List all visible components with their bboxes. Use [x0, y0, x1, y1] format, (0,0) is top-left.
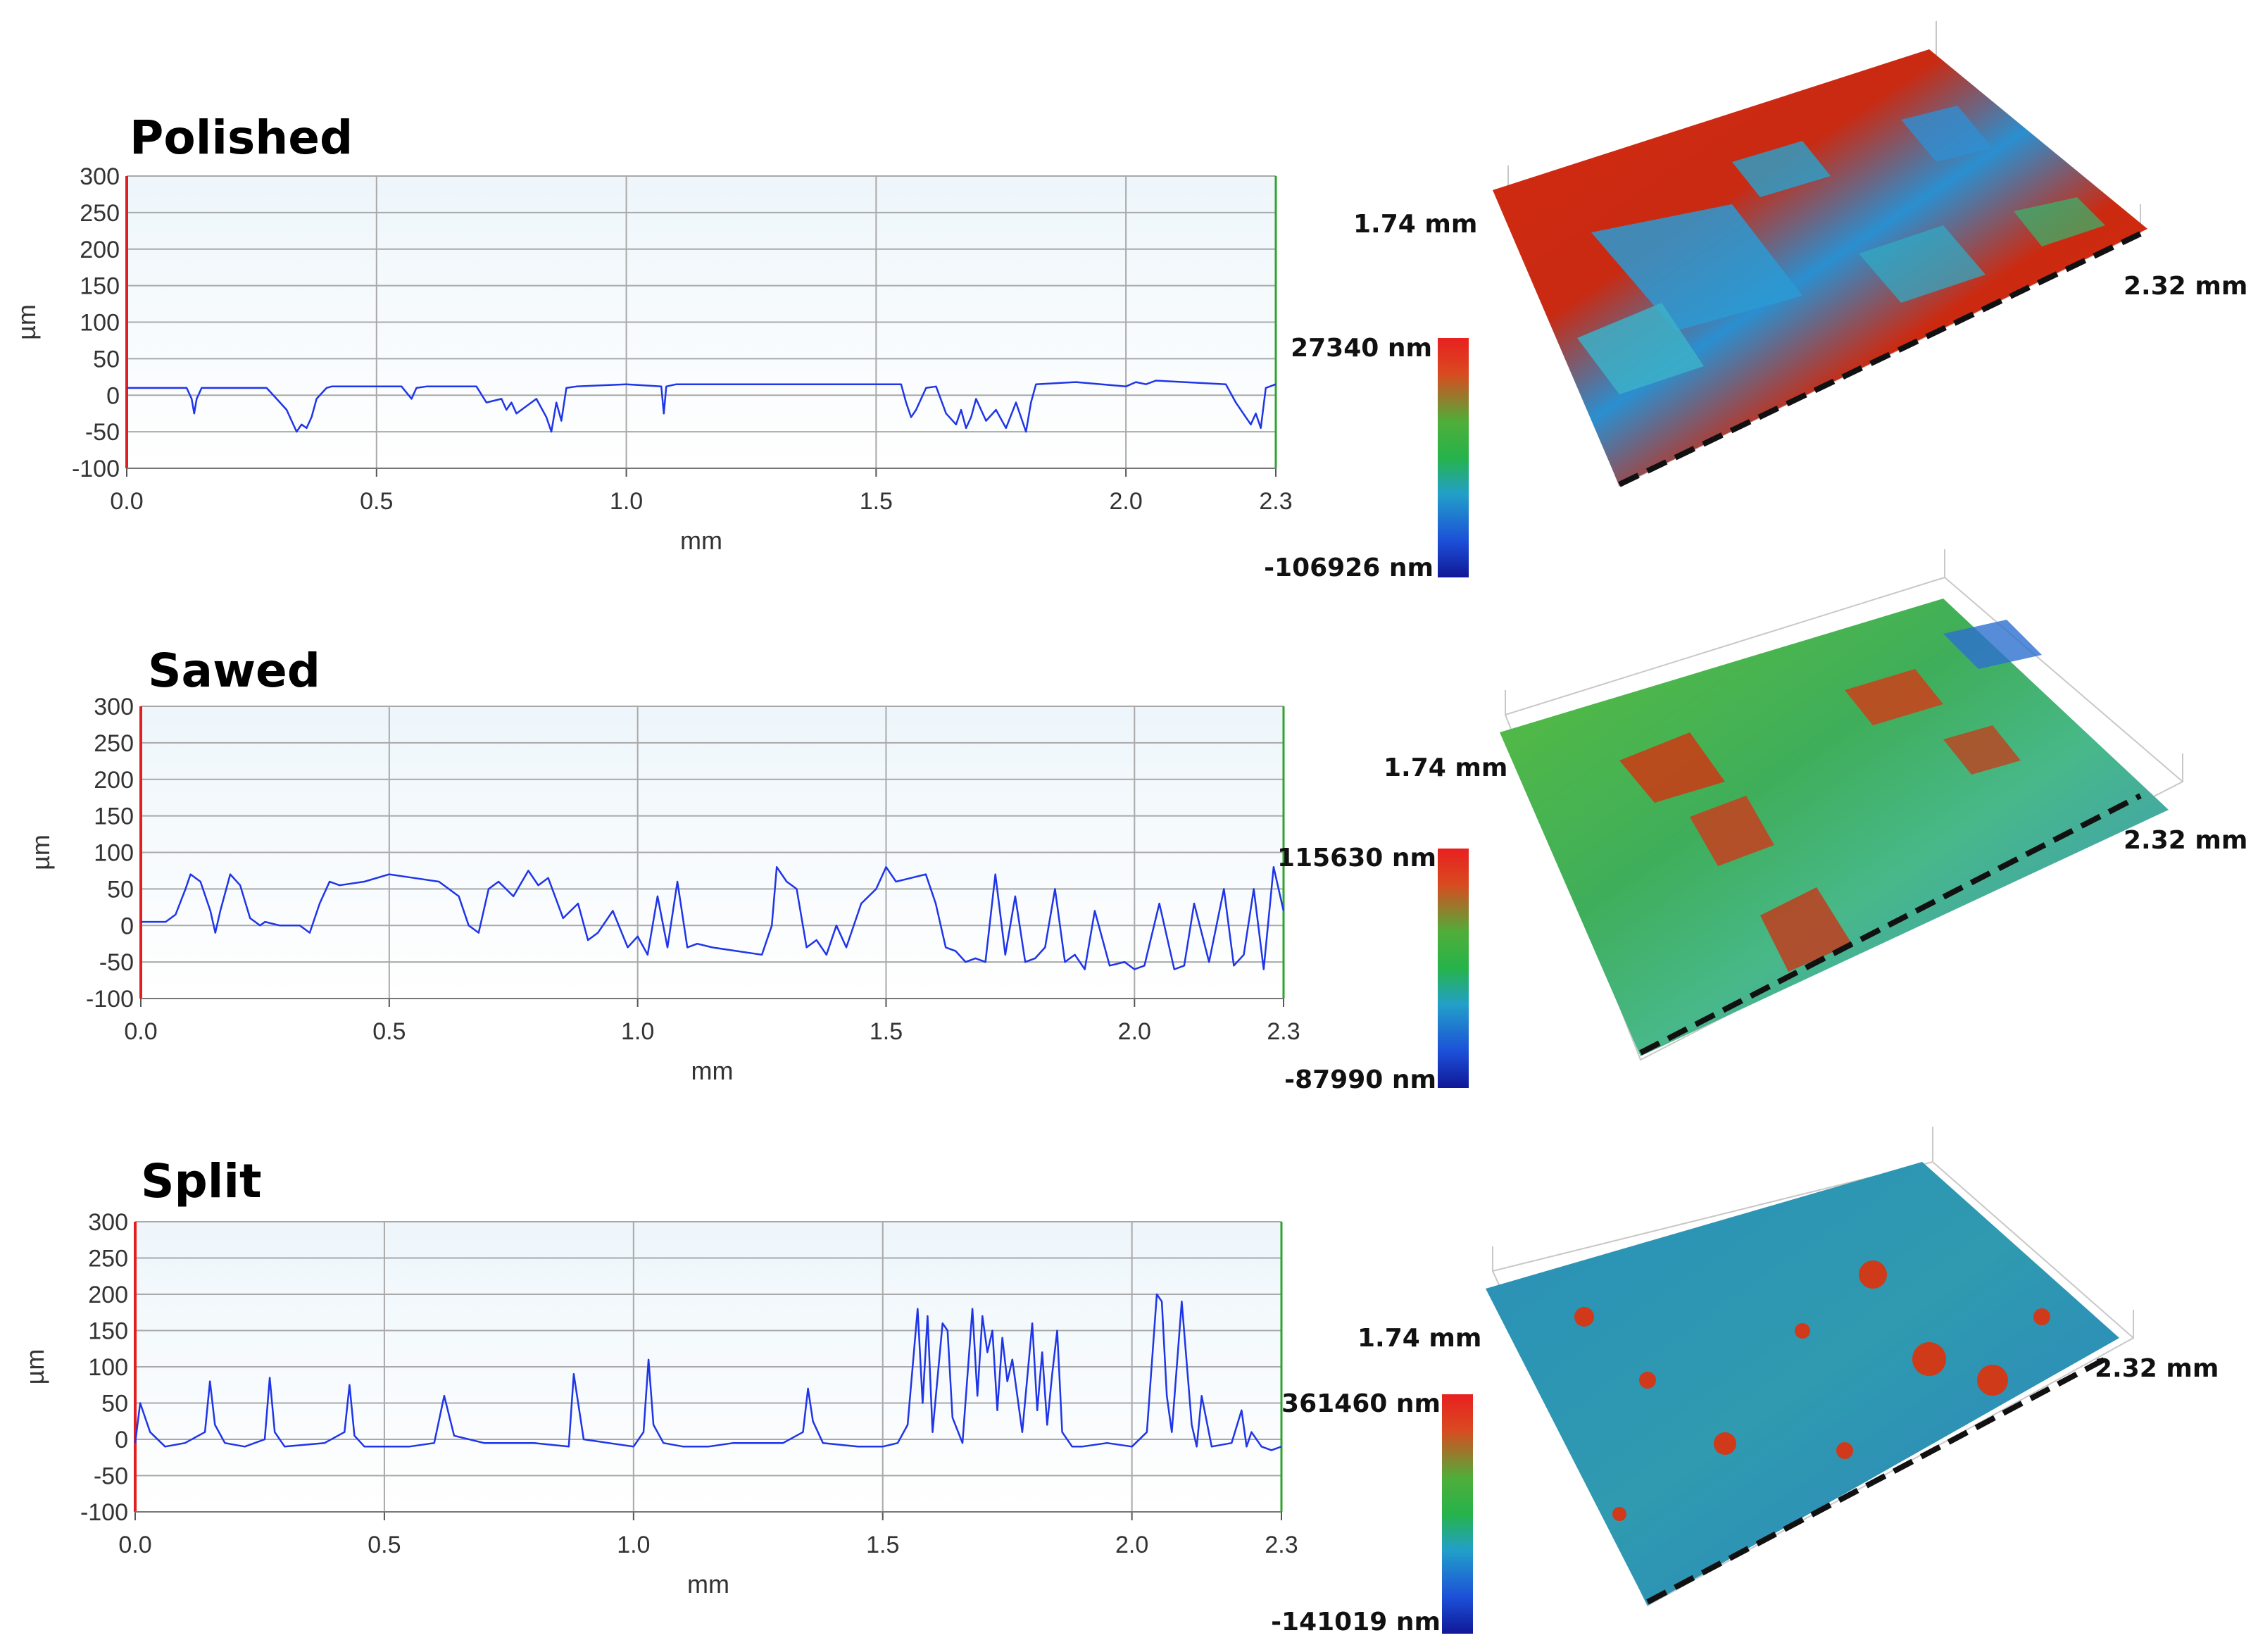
y-tick-label: 50: [101, 1391, 128, 1418]
x-tick-label: 0.0: [118, 1532, 151, 1558]
y-tick-label: 200: [88, 1282, 128, 1308]
y-tick-label: 300: [94, 694, 134, 720]
y-tick-label: -100: [72, 456, 120, 482]
y-tick-label: 100: [88, 1354, 128, 1381]
x-tick-label: 1.5: [860, 488, 893, 515]
y-tick-label: 150: [80, 273, 120, 300]
dim-y-label-sawed: 1.74 mm: [1384, 753, 1507, 782]
x-tick-label: 0.5: [360, 488, 393, 515]
y-tick-label: -100: [80, 1499, 128, 1526]
y-tick-label: -50: [99, 949, 134, 976]
surface-3d-sawed: 1.74 mm 2.32 mm: [1384, 549, 2247, 1061]
y-tick-label: 250: [94, 730, 134, 757]
x-tick-label: 2.3: [1267, 1018, 1300, 1045]
x-tick-label: 2.0: [1115, 1532, 1148, 1558]
profile-chart-split: 300 250 200 150 100 50 0 -50 -100 0.0 0.5 1.0 1.5 2.0…: [20, 1209, 1298, 1598]
y-tick-label: 0: [120, 913, 134, 939]
y-tick-label: 200: [94, 767, 134, 794]
y-tick-label: 50: [107, 876, 134, 903]
x-tick-label: 0.5: [368, 1532, 401, 1558]
x-axis-label: mm: [680, 526, 722, 555]
x-tick-label: 2.3: [1265, 1532, 1298, 1558]
colorbar-max-polished: 27340 nm: [1291, 334, 1432, 363]
profile-chart-polished: 300 250 200 150 100 50 0 -50 -100 0.0 0.5 1.0 1.5 2.0…: [12, 163, 1293, 555]
profile-series-line: [127, 380, 1277, 433]
y-tick-label: 300: [80, 163, 120, 190]
y-tick-label: 250: [88, 1246, 128, 1272]
y-axis-label: µm: [20, 1349, 49, 1385]
x-tick-label: 1.0: [617, 1532, 650, 1558]
dim-x-label-polished: 2.32 mm: [2124, 272, 2247, 301]
y-tick-label: 50: [93, 346, 120, 373]
y-tick-label: 100: [80, 310, 120, 337]
x-tick-label: 2.0: [1118, 1018, 1151, 1045]
y-tick-label: 0: [106, 382, 120, 409]
y-tick-label: 0: [115, 1427, 128, 1453]
profile-series-line: [141, 866, 1285, 970]
panel-title-sawed: Sawed: [148, 644, 320, 698]
colorbar-split: [1442, 1394, 1473, 1634]
x-axis-label: mm: [691, 1056, 734, 1085]
dim-x-label-split: 2.32 mm: [2095, 1354, 2219, 1383]
y-axis-label: µm: [12, 304, 41, 340]
y-tick-label: 150: [88, 1318, 128, 1345]
colorbar-max-split: 361460 nm: [1281, 1389, 1441, 1418]
y-tick-label: -50: [94, 1463, 128, 1490]
y-tick-label: 100: [94, 840, 134, 867]
x-tick-label: 1.5: [870, 1018, 903, 1045]
colorbar-polished: [1438, 338, 1469, 577]
colorbar-min-split: -141019 nm: [1271, 1608, 1441, 1637]
dim-y-label-polished: 1.74 mm: [1353, 210, 1477, 239]
y-tick-label: 300: [88, 1209, 128, 1236]
x-tick-label: 1.5: [866, 1532, 899, 1558]
profile-chart-sawed: 300 250 200 150 100 50 0 -50 -100 0.0 0.5 1.0 1.5 2.0…: [26, 694, 1300, 1085]
y-axis-label: µm: [26, 834, 55, 870]
y-tick-label: 200: [80, 237, 120, 263]
x-tick-label: 0.0: [124, 1018, 157, 1045]
x-tick-label: 1.0: [621, 1018, 654, 1045]
panel-title-polished: Polished: [130, 111, 353, 165]
x-tick-label: 1.0: [610, 488, 643, 515]
x-tick-label: 2.3: [1259, 488, 1292, 515]
y-tick-label: 150: [94, 803, 134, 830]
colorbar-min-polished: -106926 nm: [1264, 553, 1434, 582]
dim-y-label-split: 1.74 mm: [1357, 1324, 1481, 1353]
y-tick-label: -100: [86, 986, 134, 1013]
panel-title-split: Split: [141, 1154, 262, 1208]
y-tick-label: 250: [80, 200, 120, 227]
x-axis-label: mm: [687, 1570, 729, 1598]
colorbar-min-sawed: -87990 nm: [1284, 1065, 1436, 1094]
x-tick-label: 0.0: [110, 488, 143, 515]
surface-3d-polished: 1.74 mm 2.32 mm: [1353, 21, 2247, 487]
colorbar-sawed: [1438, 849, 1469, 1088]
x-tick-label: 2.0: [1109, 488, 1142, 515]
colorbar-max-sawed: 115630 nm: [1277, 844, 1436, 872]
surface-3d-split: 1.74 mm 2.32 mm: [1357, 1127, 2219, 1607]
profile-series-line: [134, 1293, 1282, 1451]
x-tick-label: 0.5: [372, 1018, 406, 1045]
dim-x-label-sawed: 2.32 mm: [2124, 826, 2247, 855]
y-tick-label: -50: [85, 419, 120, 446]
